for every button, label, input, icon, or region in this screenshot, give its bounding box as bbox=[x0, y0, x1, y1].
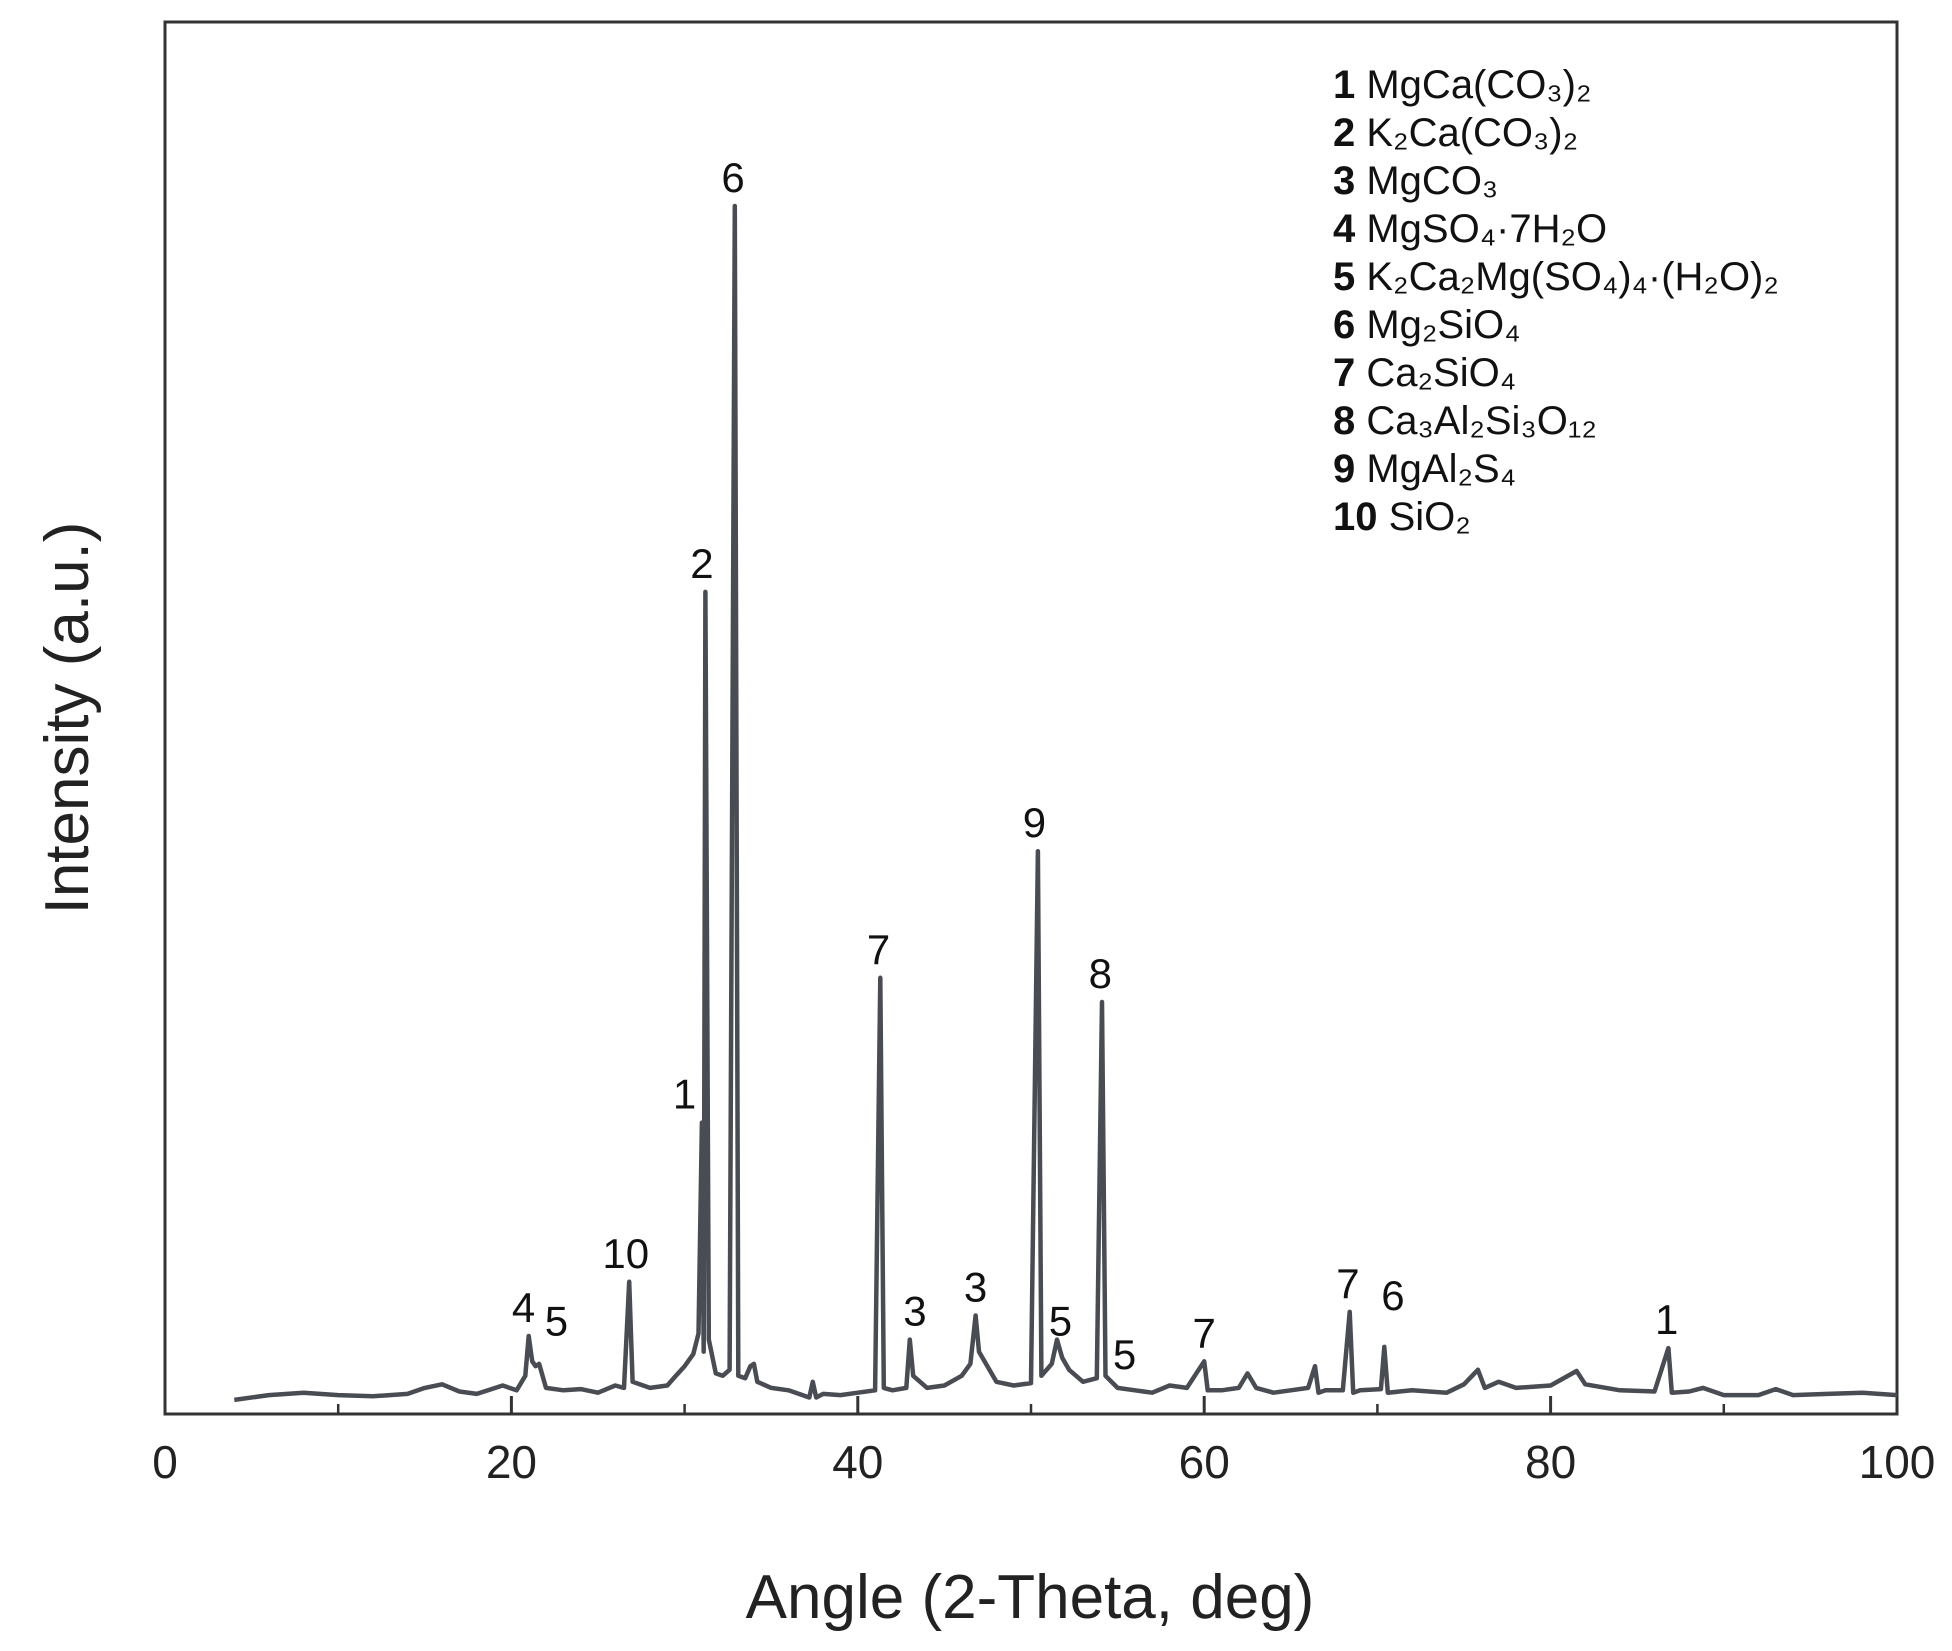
legend-number: 2 bbox=[1333, 111, 1366, 155]
x-tick-label: 60 bbox=[1179, 1436, 1230, 1488]
peak-label: 9 bbox=[1023, 799, 1046, 846]
legend-entry: 5 K₂Ca₂Mg(SO₄)₄·(H₂O)₂ bbox=[1333, 255, 1779, 299]
x-tick-label: 100 bbox=[1859, 1436, 1936, 1488]
peak-label: 1 bbox=[673, 1071, 696, 1118]
legend-number: 3 bbox=[1333, 159, 1366, 203]
legend-formula: K₂Ca(CO₃)₂ bbox=[1366, 111, 1578, 155]
peak-label: 1 bbox=[1655, 1296, 1678, 1343]
peak-label: 7 bbox=[867, 926, 890, 973]
legend-formula: K₂Ca₂Mg(SO₄)₄·(H₂O)₂ bbox=[1366, 255, 1779, 299]
legend-formula: MgCa(CO₃)₂ bbox=[1366, 63, 1591, 107]
legend-number: 8 bbox=[1333, 399, 1366, 443]
legend-entry: 8 Ca₃Al₂Si₃O₁₂ bbox=[1333, 399, 1597, 443]
legend-entry: 7 Ca₂SiO₄ bbox=[1333, 351, 1516, 395]
x-tick-label: 40 bbox=[832, 1436, 883, 1488]
legend-formula: MgSO₄·7H₂O bbox=[1366, 207, 1607, 251]
peak-label: 5 bbox=[545, 1297, 568, 1344]
xrd-trace bbox=[233, 203, 1898, 1403]
legend-entry: 6 Mg₂SiO₄ bbox=[1333, 303, 1520, 347]
legend-formula: Mg₂SiO₄ bbox=[1366, 303, 1520, 347]
peak-label: 8 bbox=[1089, 950, 1112, 997]
peak-label: 3 bbox=[903, 1288, 926, 1335]
legend-number: 4 bbox=[1333, 207, 1366, 251]
legend-entry: 3 MgCO₃ bbox=[1333, 159, 1498, 203]
legend-number: 9 bbox=[1333, 447, 1366, 491]
legend-formula: Ca₂SiO₄ bbox=[1366, 351, 1516, 395]
peak-label: 4 bbox=[512, 1284, 535, 1331]
peak-label: 10 bbox=[602, 1230, 649, 1277]
peak-label: 7 bbox=[1193, 1309, 1216, 1356]
peak-label: 5 bbox=[1113, 1331, 1136, 1378]
legend-entry: 2 K₂Ca(CO₃)₂ bbox=[1333, 111, 1578, 155]
x-tick-label: 0 bbox=[152, 1436, 178, 1488]
legend-formula: MgAl₂S₄ bbox=[1366, 447, 1516, 491]
peak-label: 6 bbox=[721, 154, 744, 201]
legend-entry: 9 MgAl₂S₄ bbox=[1333, 447, 1516, 491]
peak-label: 2 bbox=[690, 540, 713, 587]
legend-number: 6 bbox=[1333, 303, 1366, 347]
legend-entry: 4 MgSO₄·7H₂O bbox=[1333, 207, 1607, 251]
x-tick-label: 80 bbox=[1525, 1436, 1576, 1488]
legend-formula: SiO₂ bbox=[1389, 495, 1471, 539]
peak-label: 3 bbox=[964, 1264, 987, 1311]
plot-frame bbox=[163, 20, 1899, 1416]
peak-label: 7 bbox=[1336, 1260, 1359, 1307]
legend-number: 7 bbox=[1333, 351, 1366, 395]
x-axis-ticks: 0 20 40 60 80 100 bbox=[152, 1396, 1935, 1488]
legend-number: 5 bbox=[1333, 255, 1366, 299]
legend-number: 10 bbox=[1333, 495, 1389, 539]
legend-entry: 1 MgCa(CO₃)₂ bbox=[1333, 63, 1592, 107]
legend-formula: Ca₃Al₂Si₃O₁₂ bbox=[1366, 399, 1597, 443]
peak-label: 5 bbox=[1049, 1297, 1072, 1344]
legend-number: 1 bbox=[1333, 63, 1366, 107]
peak-label: 6 bbox=[1381, 1272, 1404, 1319]
x-axis-title: Angle (2-Theta, deg) bbox=[746, 1563, 1315, 1632]
legend-formula: MgCO₃ bbox=[1366, 159, 1498, 203]
trace-layer bbox=[233, 203, 1898, 1403]
x-tick-label: 20 bbox=[486, 1436, 537, 1488]
legend-entry: 10 SiO₂ bbox=[1333, 495, 1471, 539]
y-axis-title: Intensity (a.u.) bbox=[33, 522, 102, 915]
